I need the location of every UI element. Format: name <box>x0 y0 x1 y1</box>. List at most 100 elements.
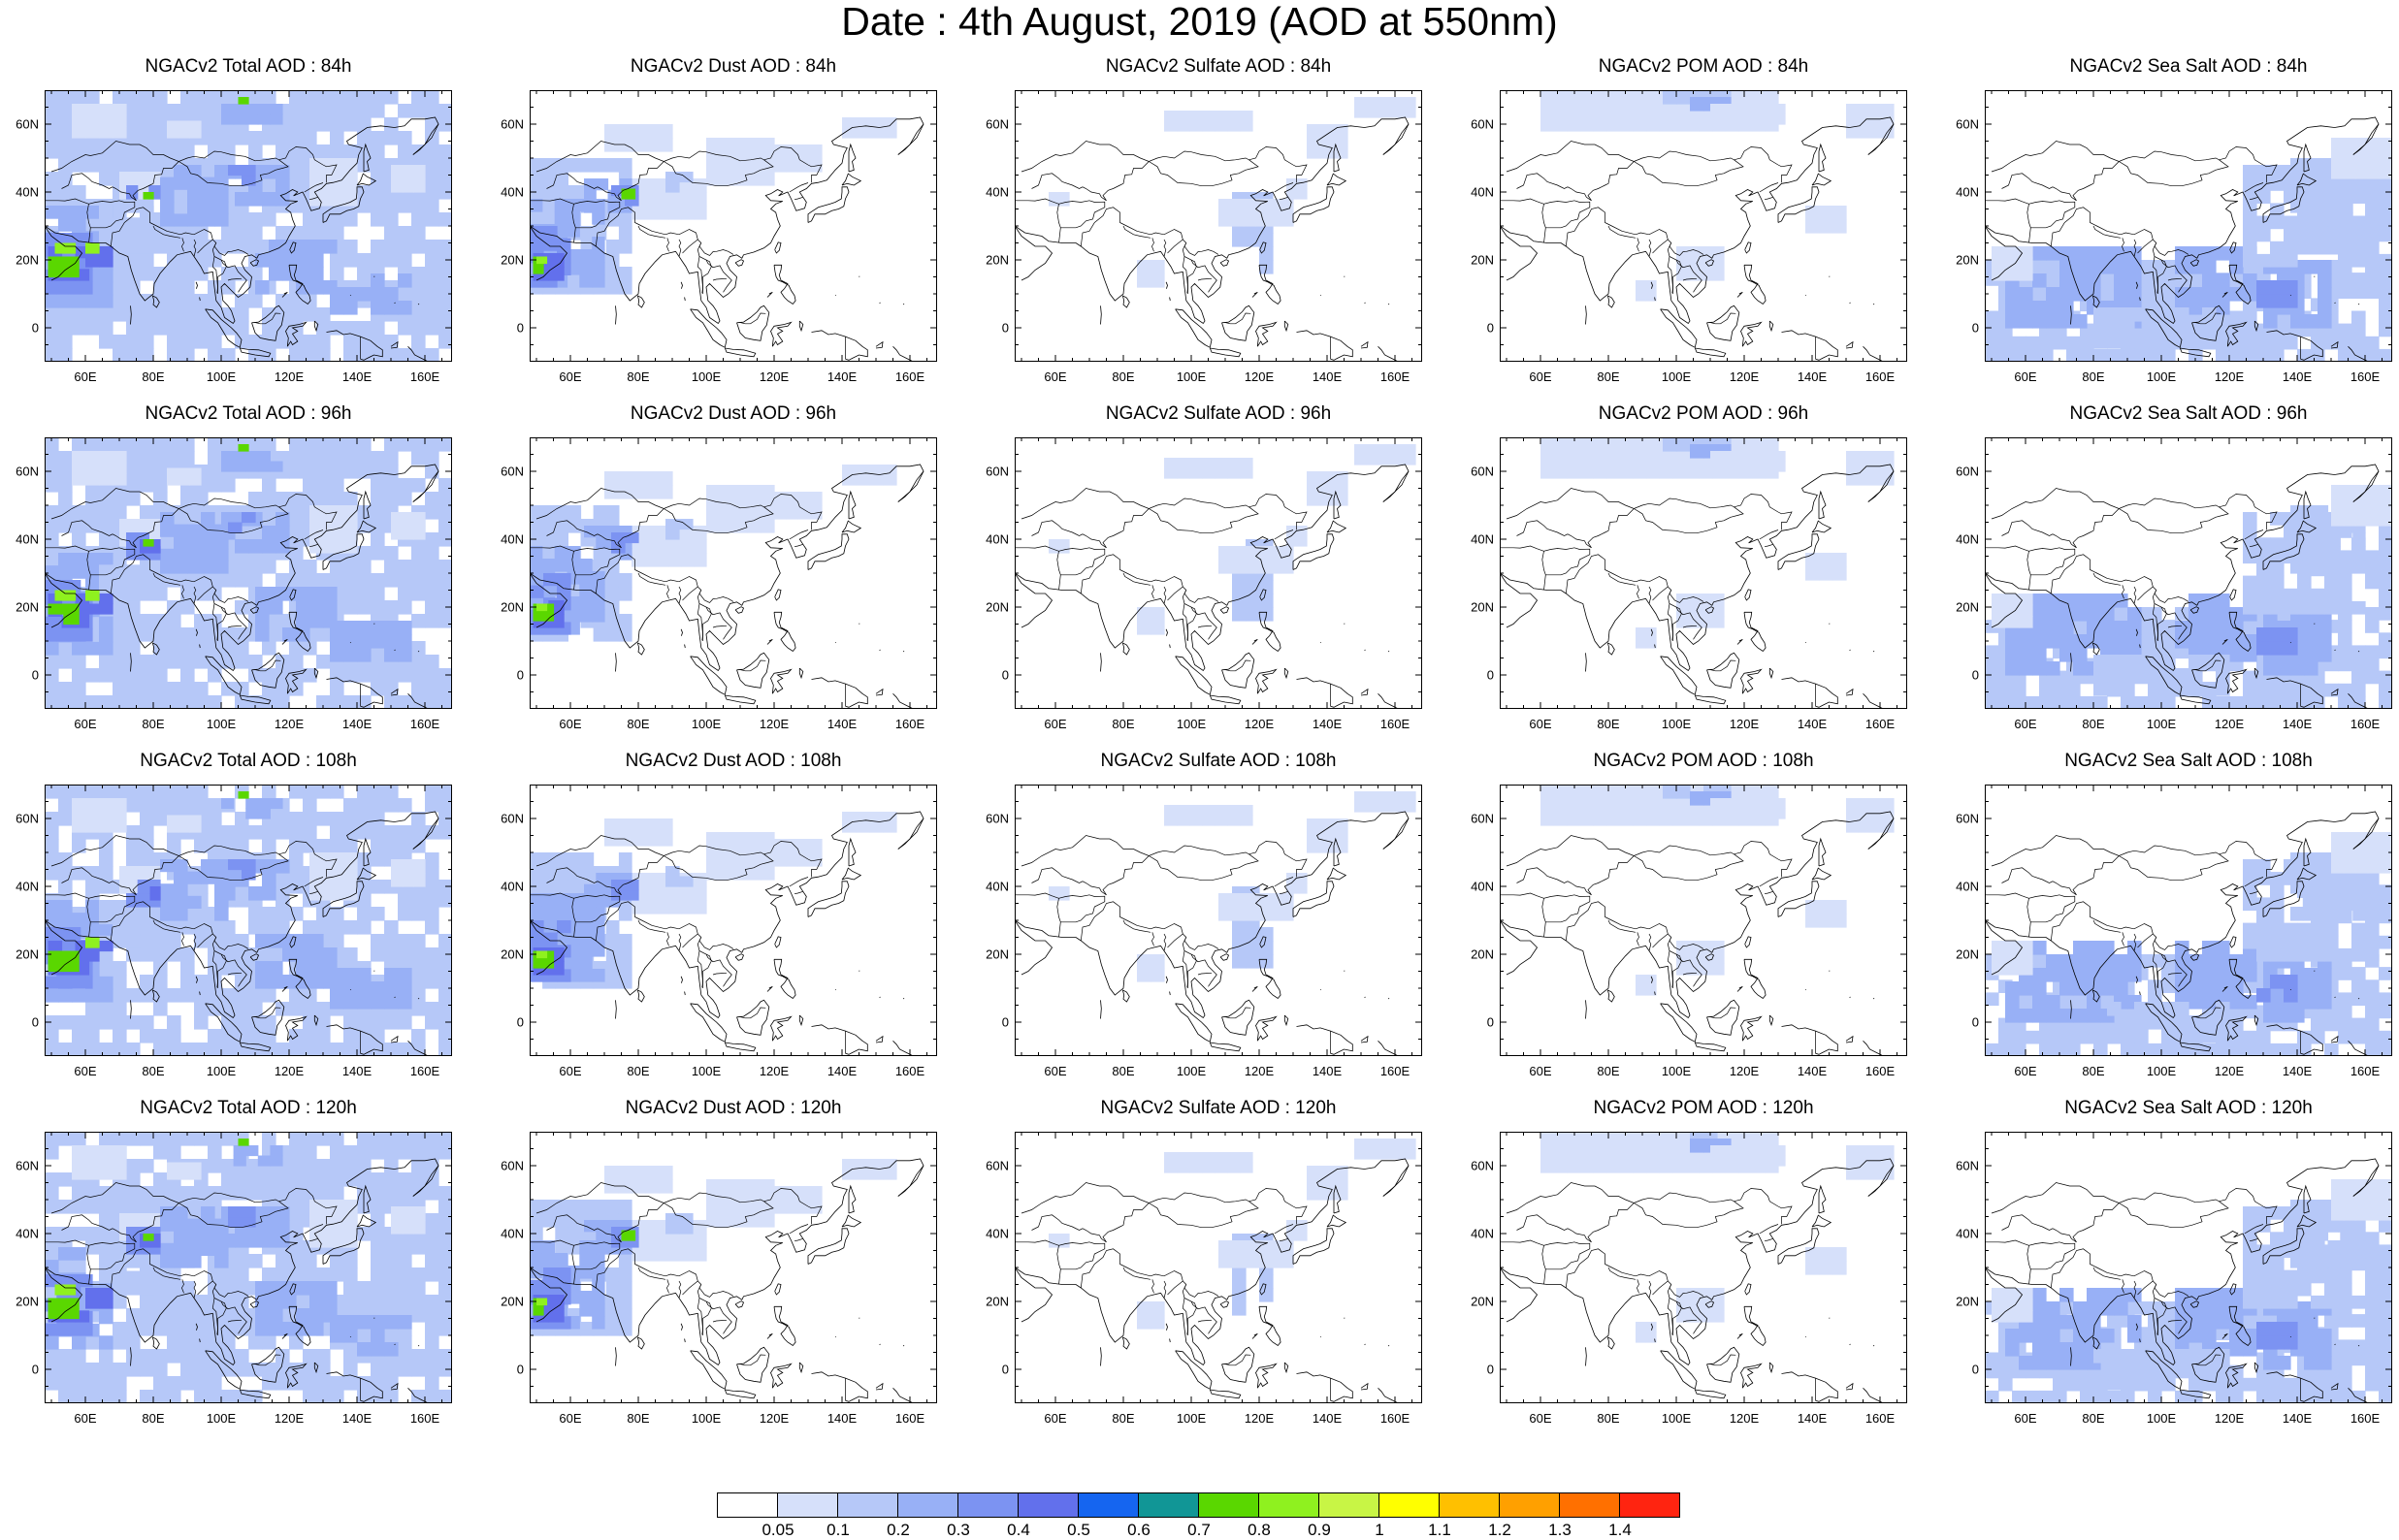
aod-cell <box>371 90 385 105</box>
aod-cell <box>411 437 426 452</box>
aod-cell <box>542 532 556 547</box>
aod-cell <box>85 1002 100 1016</box>
aod-map <box>1015 785 1422 1056</box>
aod-cell <box>1688 963 1702 976</box>
aod-cell <box>2161 321 2176 336</box>
aod-cell <box>58 90 73 105</box>
aod-cell <box>153 641 168 656</box>
aod-cell <box>180 627 195 642</box>
aod-cell <box>542 172 556 186</box>
aod-cell <box>235 682 249 696</box>
aod-cell <box>99 1002 113 1016</box>
aod-cell <box>1633 785 1647 799</box>
aod-cell <box>1992 604 2006 617</box>
aod-cell <box>174 213 188 227</box>
aod-cell <box>618 627 632 642</box>
aod-cell <box>842 474 857 486</box>
border-line <box>1197 972 1213 976</box>
border-line <box>86 547 136 591</box>
aod-cell <box>262 859 276 874</box>
aod-cell <box>2148 683 2162 697</box>
aod-cell <box>720 832 734 845</box>
coastline <box>811 677 868 708</box>
border-line <box>1500 892 1544 899</box>
border-line <box>535 488 823 530</box>
aod-cell <box>1151 621 1165 635</box>
aod-cell <box>160 859 175 873</box>
aod-cell <box>113 126 127 139</box>
coastline <box>1292 186 1335 223</box>
aod-cell <box>1722 104 1736 115</box>
aod-cell <box>2188 287 2203 302</box>
aod-cell <box>180 240 195 254</box>
aod-cell <box>99 900 113 913</box>
aod-cell <box>167 655 181 669</box>
aod-cell <box>1296 526 1308 537</box>
aod-cell <box>761 867 775 881</box>
aod-cell <box>584 201 597 213</box>
longitude-label: 120E <box>274 717 305 731</box>
coastline <box>2191 305 2225 341</box>
aod-cell <box>194 1015 209 1030</box>
latitude-label: 20N <box>501 599 524 615</box>
aod-cell <box>276 226 290 241</box>
aod-cell <box>761 485 775 497</box>
aod-cell <box>180 267 195 281</box>
aod-cell <box>2338 620 2352 633</box>
aod-cell <box>187 201 202 214</box>
aod-cell <box>2114 260 2128 274</box>
aod-cell <box>2019 594 2033 606</box>
aod-cell <box>384 492 399 506</box>
aod-cell <box>425 866 439 881</box>
aod-cell <box>160 201 175 214</box>
aod-cell <box>68 927 81 941</box>
aod-cell <box>262 192 276 207</box>
aod-cell <box>321 876 335 889</box>
aod-cell <box>632 900 645 914</box>
aod-cell <box>1307 135 1321 147</box>
aod-cell <box>85 144 100 159</box>
aod-cell <box>2059 621 2074 635</box>
border-line <box>1682 277 1698 281</box>
aod-cell <box>425 492 439 506</box>
axis-ticks <box>1015 90 1422 362</box>
aod-cell <box>1307 841 1321 853</box>
aod-cell <box>113 820 127 833</box>
aod-cell <box>384 947 399 962</box>
aod-cell <box>137 880 149 894</box>
coastline <box>680 628 683 636</box>
aod-cell <box>797 839 811 853</box>
coastline <box>285 668 308 694</box>
aod-cell <box>1164 805 1178 817</box>
aod-cell <box>289 532 304 547</box>
aod-cell <box>659 124 673 139</box>
coastline <box>2253 320 2259 333</box>
border-line <box>1183 239 1219 256</box>
aod-cell <box>289 988 304 1003</box>
aod-cell <box>1869 114 1883 127</box>
aod-cell <box>323 587 338 601</box>
longitude-label: 60E <box>1044 717 1067 731</box>
aod-cell <box>330 920 344 935</box>
aod-cell <box>276 573 290 588</box>
aod-cell <box>596 873 609 885</box>
aod-cell <box>668 192 682 207</box>
latitude-label: 40N <box>986 879 1009 894</box>
country-borders <box>1985 488 2301 707</box>
aod-cell <box>140 988 154 1003</box>
aod-cell <box>2340 212 2353 227</box>
aod-cell <box>2134 668 2149 683</box>
aod-cell <box>262 437 276 452</box>
aod-cell <box>1700 941 1713 953</box>
aod-cell <box>555 505 568 520</box>
aod-cell <box>99 158 113 173</box>
aod-cell <box>2188 335 2203 349</box>
aod-cell <box>194 627 209 642</box>
aod-cell <box>2270 550 2285 564</box>
aod-cell <box>113 1029 127 1043</box>
aod-cell <box>58 553 73 566</box>
aod-cell <box>371 825 385 840</box>
aod-cell <box>384 117 399 132</box>
aod-cell <box>1202 111 1216 122</box>
aod-cell <box>140 117 154 132</box>
